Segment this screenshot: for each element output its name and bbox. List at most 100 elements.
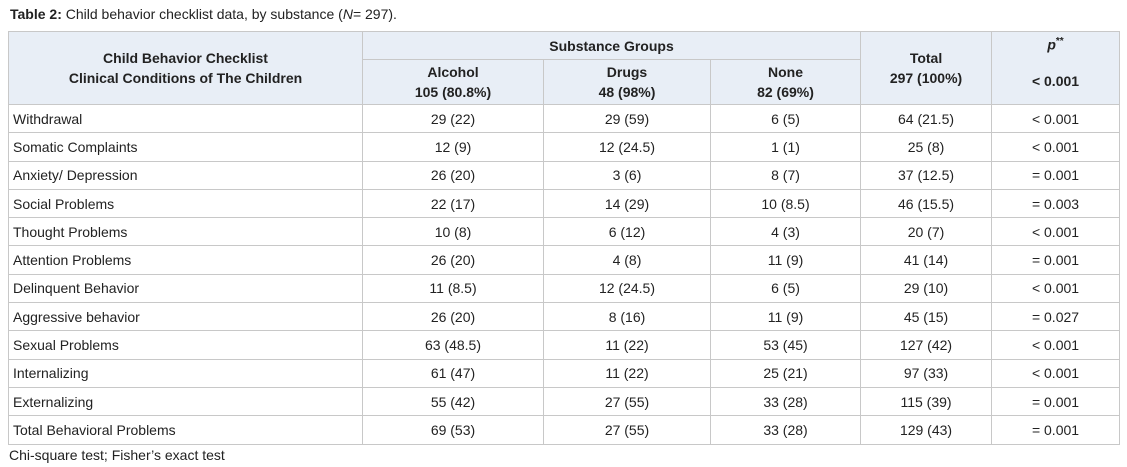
- table-body: Withdrawal 29 (22) 29 (59) 6 (5) 64 (21.5) < …: [8, 103, 1121, 445]
- drugs-cell: 14 (29): [543, 188, 711, 219]
- total-cell: 45 (15): [860, 302, 993, 332]
- row-label-cell: Internalizing: [8, 358, 363, 388]
- alcohol-cell: 69 (53): [362, 415, 544, 445]
- table-row: Withdrawal 29 (22) 29 (59) 6 (5) 64 (21.5) < …: [8, 103, 1121, 134]
- total-header-line1: Total: [909, 50, 943, 66]
- p-value-header-value: < 0.001: [1031, 72, 1080, 89]
- p-value-cell: = 0.027: [991, 302, 1121, 332]
- drugs-cell: 12 (24.5): [543, 132, 711, 162]
- table-caption-label: Table 2:: [10, 6, 62, 22]
- drugs-cell: 29 (59): [543, 103, 711, 134]
- table-row: Thought Problems 10 (8) 6 (12) 4 (3) 20 (7) <…: [8, 217, 1121, 247]
- row-label-cell: Anxiety/ Depression: [8, 160, 363, 190]
- alcohol-cell: 26 (20): [362, 245, 544, 275]
- p-value-cell: = 0.001: [991, 160, 1121, 190]
- total-cell: 115 (39): [860, 386, 993, 417]
- none-cell: 6 (5): [709, 103, 862, 134]
- row-label-cell: Withdrawal: [8, 103, 363, 134]
- row-label-cell: Somatic Complaints: [8, 132, 363, 162]
- table-row: Total Behavioral Problems 69 (53) 27 (55) 3…: [8, 415, 1121, 445]
- row-label-cell: Attention Problems: [8, 245, 363, 275]
- table-caption-n-symbol: N: [342, 6, 353, 22]
- none-cell: 4 (3): [709, 217, 862, 247]
- alcohol-cell: 26 (20): [362, 160, 544, 190]
- p-value-header-label: p: [1047, 36, 1056, 53]
- table-row: Social Problems 22 (17) 14 (29) 10 (8.5) 46 …: [8, 188, 1121, 219]
- row-label-cell: Sexual Problems: [8, 330, 363, 360]
- total-cell: 29 (10): [860, 273, 993, 304]
- group-header-count: 82 (69%): [757, 84, 814, 100]
- p-value-header: p** < 0.001: [991, 31, 1121, 105]
- p-value-cell: < 0.001: [991, 103, 1121, 134]
- group-header-drugs: Drugs 48 (98%): [543, 59, 711, 105]
- total-header: Total 297 (100%): [860, 31, 993, 105]
- group-header-name: Alcohol: [427, 64, 479, 80]
- alcohol-cell: 11 (8.5): [362, 273, 544, 304]
- table-row: Anxiety/ Depression 26 (20) 3 (6) 8 (7) 37 (…: [8, 160, 1121, 190]
- total-cell: 41 (14): [860, 245, 993, 275]
- p-value-header-sup: **: [1055, 36, 1064, 47]
- table-row: Sexual Problems 63 (48.5) 11 (22) 53 (45) 12…: [8, 330, 1121, 360]
- none-cell: 25 (21): [709, 358, 862, 388]
- group-header-none: None 82 (69%): [709, 59, 862, 105]
- drugs-cell: 12 (24.5): [543, 273, 711, 304]
- alcohol-cell: 63 (48.5): [362, 330, 544, 360]
- alcohol-cell: 26 (20): [362, 302, 544, 332]
- none-cell: 10 (8.5): [709, 188, 862, 219]
- row-label-header: Child Behavior Checklist Clinical Condit…: [8, 31, 363, 105]
- drugs-cell: 27 (55): [543, 386, 711, 417]
- total-cell: 25 (8): [860, 132, 993, 162]
- row-label-cell: Total Behavioral Problems: [8, 415, 363, 445]
- drugs-cell: 6 (12): [543, 217, 711, 247]
- table-row: Attention Problems 26 (20) 4 (8) 11 (9) 41 (…: [8, 245, 1121, 275]
- total-cell: 20 (7): [860, 217, 993, 247]
- group-header-name: Drugs: [606, 64, 648, 80]
- total-header-line2: 297 (100%): [889, 70, 963, 86]
- table-caption-text-after: = 297).: [352, 6, 397, 22]
- none-cell: 1 (1): [709, 132, 862, 162]
- behavior-checklist-table: Child Behavior Checklist Clinical Condit…: [8, 31, 1121, 445]
- group-header-count: 105 (80.8%): [414, 84, 492, 100]
- table-footnote: Chi-square test; Fisher’s exact test: [9, 447, 225, 463]
- row-label-cell: Thought Problems: [8, 217, 363, 247]
- row-label-header-line1: Child Behavior Checklist: [103, 50, 268, 66]
- p-value-cell: = 0.003: [991, 188, 1121, 219]
- total-cell: 64 (21.5): [860, 103, 993, 134]
- none-cell: 8 (7): [709, 160, 862, 190]
- total-cell: 46 (15.5): [860, 188, 993, 219]
- alcohol-cell: 29 (22): [362, 103, 544, 134]
- p-value-cell: < 0.001: [991, 273, 1121, 304]
- group-header-count: 48 (98%): [598, 84, 656, 100]
- table-row: Somatic Complaints 12 (9) 12 (24.5) 1 (1) 25…: [8, 132, 1121, 162]
- alcohol-cell: 12 (9): [362, 132, 544, 162]
- row-label-cell: Externalizing: [8, 386, 363, 417]
- drugs-cell: 8 (16): [543, 302, 711, 332]
- group-header-name: None: [768, 64, 803, 80]
- total-cell: 37 (12.5): [860, 160, 993, 190]
- p-value-cell: < 0.001: [991, 330, 1121, 360]
- p-value-cell: = 0.001: [991, 386, 1121, 417]
- row-label-cell: Social Problems: [8, 188, 363, 219]
- p-value-cell: = 0.001: [991, 245, 1121, 275]
- drugs-cell: 11 (22): [543, 330, 711, 360]
- substance-groups-header: Substance Groups: [361, 31, 862, 60]
- none-cell: 11 (9): [709, 302, 862, 332]
- total-cell: 127 (42): [860, 330, 993, 360]
- table-caption: Table 2: Child behavior checklist data, …: [10, 6, 397, 22]
- none-cell: 11 (9): [709, 245, 862, 275]
- table-row: Internalizing 61 (47) 11 (22) 25 (21) 97 (33…: [8, 358, 1121, 388]
- drugs-cell: 27 (55): [543, 415, 711, 445]
- table-row: Externalizing 55 (42) 27 (55) 33 (28) 115 (3…: [8, 386, 1121, 417]
- none-cell: 33 (28): [709, 415, 862, 445]
- none-cell: 6 (5): [709, 273, 862, 304]
- total-cell: 97 (33): [860, 358, 993, 388]
- p-value-cell: = 0.001: [991, 415, 1121, 445]
- row-label-cell: Aggressive behavior: [8, 302, 363, 332]
- p-value-cell: < 0.001: [991, 132, 1121, 162]
- alcohol-cell: 10 (8): [362, 217, 544, 247]
- drugs-cell: 4 (8): [543, 245, 711, 275]
- table-caption-text-before: Child behavior checklist data, by substa…: [61, 6, 343, 22]
- drugs-cell: 11 (22): [543, 358, 711, 388]
- total-cell: 129 (43): [860, 415, 993, 445]
- none-cell: 53 (45): [709, 330, 862, 360]
